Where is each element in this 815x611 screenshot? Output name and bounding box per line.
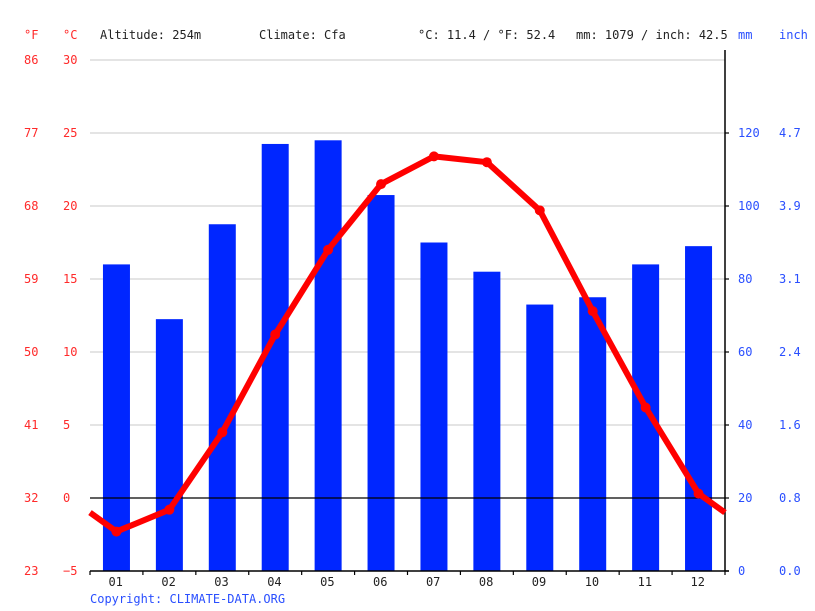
month-label: 05: [320, 575, 335, 589]
altitude-label: Altitude: 254m: [100, 28, 202, 42]
month-label: 03: [214, 575, 229, 589]
month-label: 12: [690, 575, 705, 589]
month-label: 09: [531, 575, 547, 589]
fahrenheit-tick-label: 32: [24, 491, 39, 505]
precipitation-bar: [314, 140, 342, 572]
celsius-tick-label: 15: [63, 272, 78, 286]
fahrenheit-tick-label: 59: [24, 272, 39, 286]
precipitation-bar: [367, 195, 395, 572]
month-label: 07: [425, 575, 441, 589]
inch-unit-label: inch: [779, 28, 808, 42]
temperature-point: [481, 157, 492, 168]
mm-tick-label: 0: [738, 564, 746, 578]
mm-tick-label: 20: [738, 491, 753, 505]
precipitation-bar: [155, 319, 183, 571]
month-label: 01: [108, 575, 123, 589]
precipitation-bar: [526, 304, 554, 571]
month-label: 02: [161, 575, 176, 589]
fahrenheit-tick-label: 50: [24, 345, 39, 359]
temperature-point: [376, 179, 387, 190]
month-label: 10: [584, 575, 600, 589]
month-label: 06: [373, 575, 388, 589]
inch-tick-label: 0.0: [779, 564, 801, 578]
celsius-tick-label: 20: [63, 199, 78, 213]
fahrenheit-tick-label: 86: [24, 53, 39, 67]
precipitation-bar: [261, 143, 289, 571]
celsius-tick-label: 0: [63, 491, 71, 505]
fahrenheit-unit-label: °F: [24, 28, 39, 42]
precipitation-bar: [579, 297, 607, 571]
celsius-tick-label: 25: [63, 126, 78, 140]
inch-tick-label: 0.8: [779, 491, 801, 505]
temperature-point: [428, 151, 439, 162]
celsius-tick-label: 30: [63, 53, 78, 67]
temperature-point: [323, 244, 334, 255]
precipitation-bar: [473, 271, 501, 571]
temperature-point: [534, 205, 545, 216]
month-label: 11: [637, 575, 653, 589]
inch-tick-label: 2.4: [779, 345, 801, 359]
temperature-point: [217, 427, 228, 438]
mm-tick-label: 60: [738, 345, 753, 359]
inch-tick-label: 1.6: [779, 418, 801, 432]
inch-tick-label: 3.1: [779, 272, 801, 286]
average-temperature-label: °C: 11.4 / °F: 52.4: [418, 28, 556, 42]
mm-unit-label: mm: [738, 28, 753, 42]
celsius-tick-label: 5: [63, 418, 71, 432]
precipitation-bar: [102, 264, 130, 571]
temperature-point: [164, 504, 175, 515]
celsius-tick-label: −5: [63, 564, 78, 578]
fahrenheit-tick-label: 41: [24, 418, 39, 432]
inch-tick-label: 4.7: [779, 126, 801, 140]
copyright-link[interactable]: Copyright: CLIMATE-DATA.ORG: [90, 592, 286, 606]
mm-tick-label: 120: [738, 126, 760, 140]
month-label: 08: [478, 575, 494, 589]
temperature-point: [587, 306, 598, 317]
precipitation-bar: [685, 246, 713, 571]
mm-tick-label: 80: [738, 272, 753, 286]
mm-tick-label: 40: [738, 418, 753, 432]
fahrenheit-tick-label: 68: [24, 199, 39, 213]
climate-label: Climate: Cfa: [259, 28, 346, 42]
inch-tick-label: 3.9: [779, 199, 801, 213]
precipitation-bar: [208, 224, 236, 571]
temperature-line: [88, 153, 727, 535]
month-label: 04: [267, 575, 282, 589]
fahrenheit-tick-label: 23: [24, 564, 39, 578]
celsius-tick-label: 10: [63, 345, 78, 359]
temperature-point: [111, 526, 122, 537]
annual-precipitation-label: mm: 1079 / inch: 42.5: [576, 28, 728, 42]
precipitation-bar: [420, 242, 448, 571]
fahrenheit-tick-label: 77: [24, 126, 39, 140]
mm-tick-label: 100: [738, 199, 760, 213]
temperature-point: [693, 488, 704, 499]
temperature-point: [640, 402, 651, 413]
celsius-unit-label: °C: [63, 28, 78, 42]
temperature-point: [270, 329, 281, 340]
